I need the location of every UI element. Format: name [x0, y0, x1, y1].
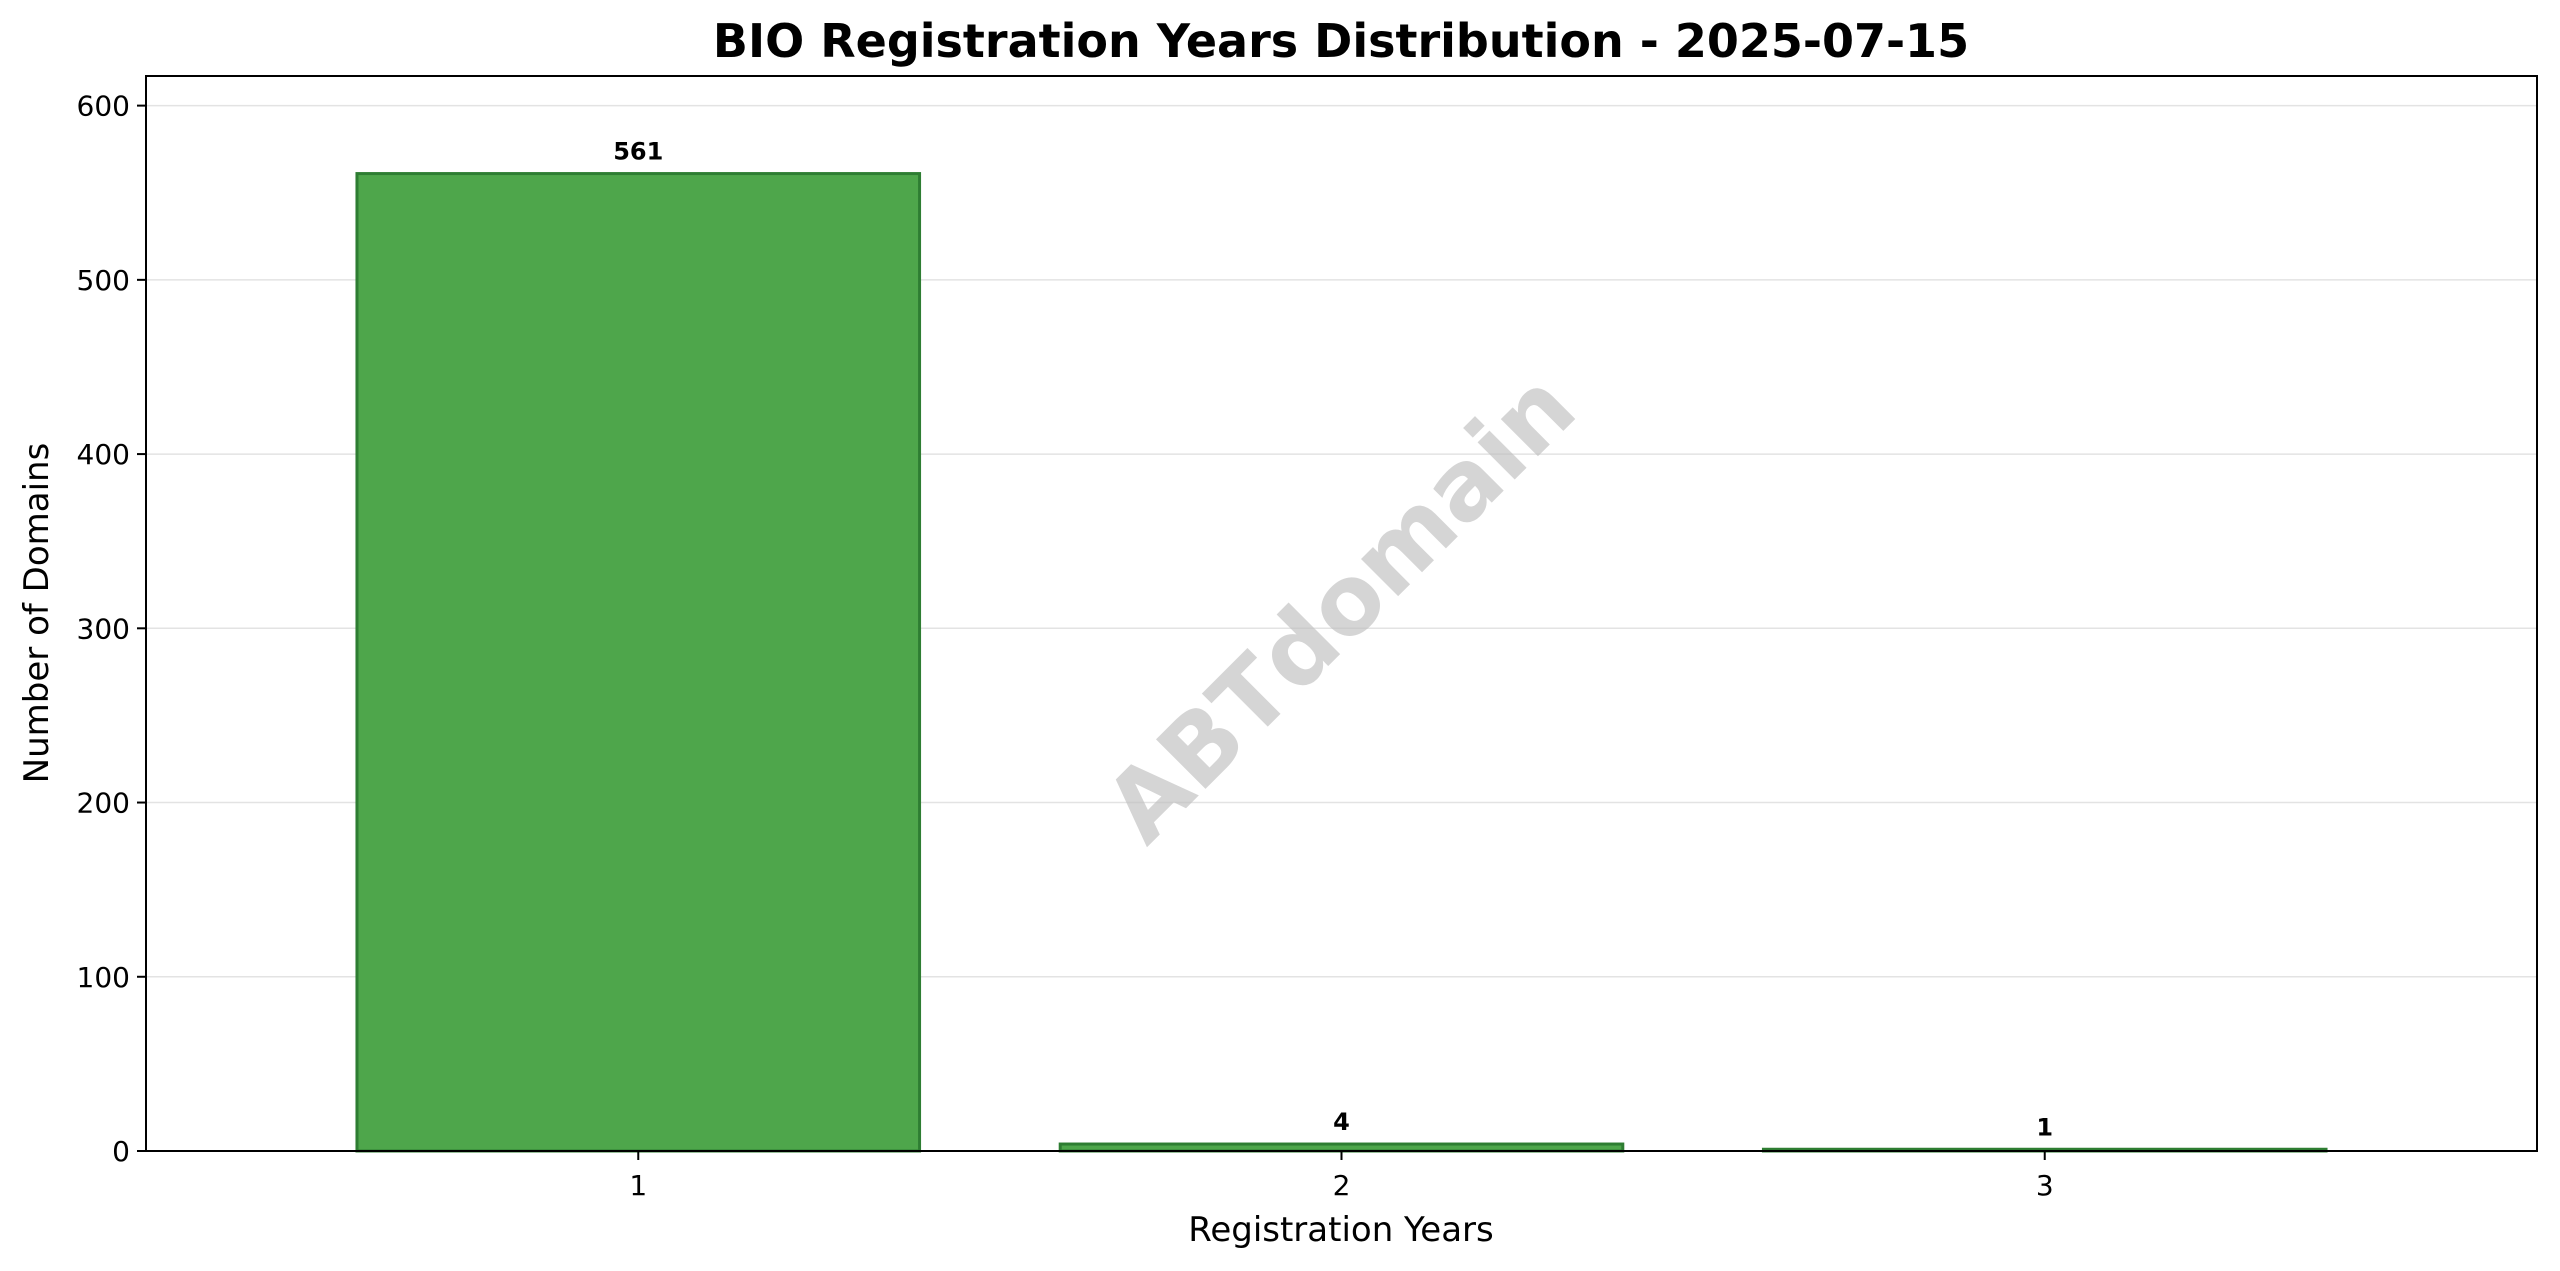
- y-axis-label: Number of Domains: [17, 443, 57, 784]
- y-tick-label: 500: [77, 264, 130, 297]
- x-axis-label: Registration Years: [1188, 1210, 1494, 1250]
- data-label: 1: [2036, 1113, 2053, 1141]
- y-tick-label: 600: [77, 90, 130, 123]
- bar: [355, 172, 922, 1153]
- y-tick-label: 100: [77, 961, 130, 994]
- chart-title: BIO Registration Years Distribution - 20…: [713, 14, 1969, 68]
- x-tick-label: 3: [2036, 1169, 2054, 1202]
- bars: [355, 172, 2328, 1153]
- x-axis-ticks: 1 2 3: [629, 1151, 2054, 1202]
- data-label: 561: [613, 138, 663, 166]
- y-tick-label: 400: [77, 438, 130, 471]
- bar: [1058, 1142, 1625, 1153]
- data-labels: 561 4 1: [613, 138, 2053, 1142]
- y-tick-label: 300: [77, 612, 130, 645]
- data-label: 4: [1333, 1108, 1350, 1136]
- y-axis-ticks: 0 100 200 300 400 500 600: [77, 90, 146, 1168]
- y-tick-label: 200: [77, 787, 130, 820]
- y-tick-label: 0: [112, 1135, 130, 1168]
- x-tick-label: 1: [629, 1169, 647, 1202]
- x-tick-label: 2: [1333, 1169, 1351, 1202]
